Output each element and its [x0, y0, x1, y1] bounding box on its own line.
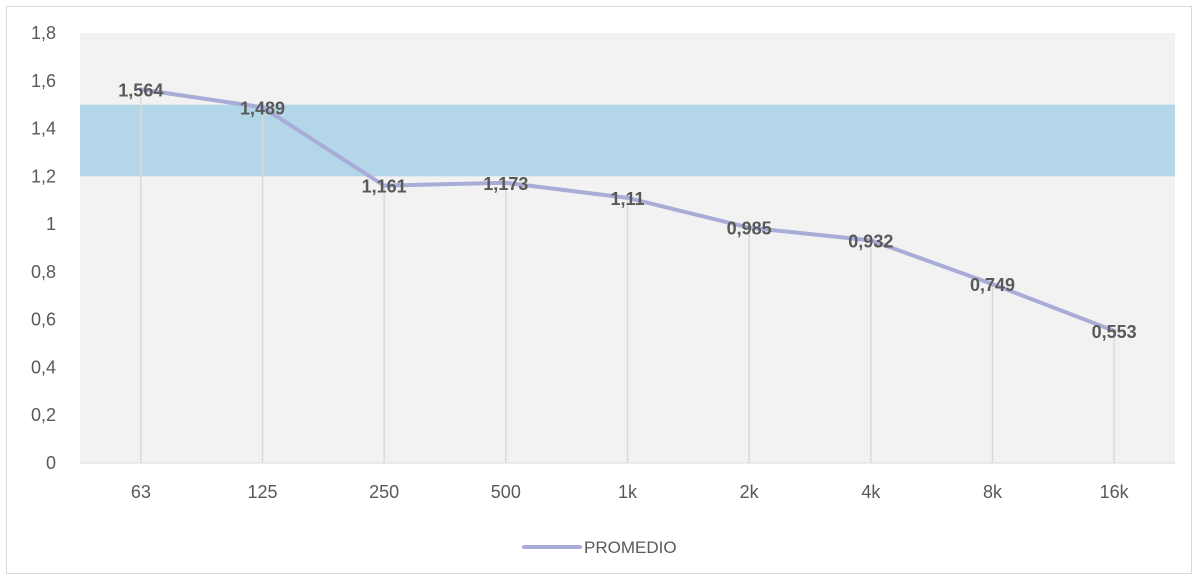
- y-tick-label: 1,6: [31, 71, 56, 91]
- x-axis-tick-labels: 63 125 250 500 1k 2k 4k 8k 16k: [131, 482, 1130, 502]
- vertical-gridlines: [140, 89, 1115, 463]
- legend-label-promedio: PROMEDIO: [584, 538, 677, 557]
- data-label: 1,489: [240, 98, 285, 118]
- x-tick-label: 250: [369, 482, 399, 502]
- x-tick-label: 4k: [861, 482, 881, 502]
- data-point: [990, 282, 995, 287]
- data-point: [625, 195, 630, 200]
- data-label: 1,564: [118, 80, 163, 100]
- data-point: [868, 238, 873, 243]
- data-point: [503, 180, 508, 185]
- data-point: [747, 225, 752, 230]
- legend: PROMEDIO: [522, 538, 677, 557]
- x-tick-label: 125: [247, 482, 277, 502]
- y-tick-label: 1: [46, 214, 56, 234]
- y-tick-label: 0: [46, 453, 56, 473]
- data-point: [1112, 328, 1117, 333]
- data-label: 1,173: [483, 174, 528, 194]
- y-tick-label: 0,8: [31, 262, 56, 282]
- data-label: 0,553: [1092, 322, 1137, 342]
- data-labels: 1,564 1,489 1,161 1,173 1,11 0,985 0,932 0,749 0…: [118, 80, 1136, 342]
- data-point: [138, 87, 143, 92]
- y-tick-label: 1,2: [31, 166, 56, 186]
- x-tick-label: 2k: [740, 482, 760, 502]
- x-tick-label: 1k: [618, 482, 638, 502]
- data-label: 1,161: [362, 177, 407, 197]
- y-tick-label: 0,6: [31, 310, 56, 330]
- data-label: 0,749: [970, 275, 1015, 295]
- x-tick-label: 8k: [983, 482, 1003, 502]
- y-axis-tick-labels: 0 0,2 0,4 0,6 0,8 1 1,2 1,4 1,6 1,8: [31, 23, 56, 473]
- y-tick-label: 0,2: [31, 405, 56, 425]
- data-point: [260, 105, 265, 110]
- data-point: [382, 183, 387, 188]
- x-tick-label: 16k: [1100, 482, 1130, 502]
- data-label: 1,11: [610, 189, 644, 209]
- y-tick-label: 1,8: [31, 23, 56, 43]
- series-group: [138, 87, 1117, 333]
- y-tick-label: 0,4: [31, 357, 56, 377]
- x-tick-label: 500: [491, 482, 521, 502]
- y-tick-label: 1,4: [31, 119, 56, 139]
- x-tick-label: 63: [131, 482, 151, 502]
- data-label: 0,932: [848, 231, 893, 251]
- data-label: 0,985: [727, 219, 772, 239]
